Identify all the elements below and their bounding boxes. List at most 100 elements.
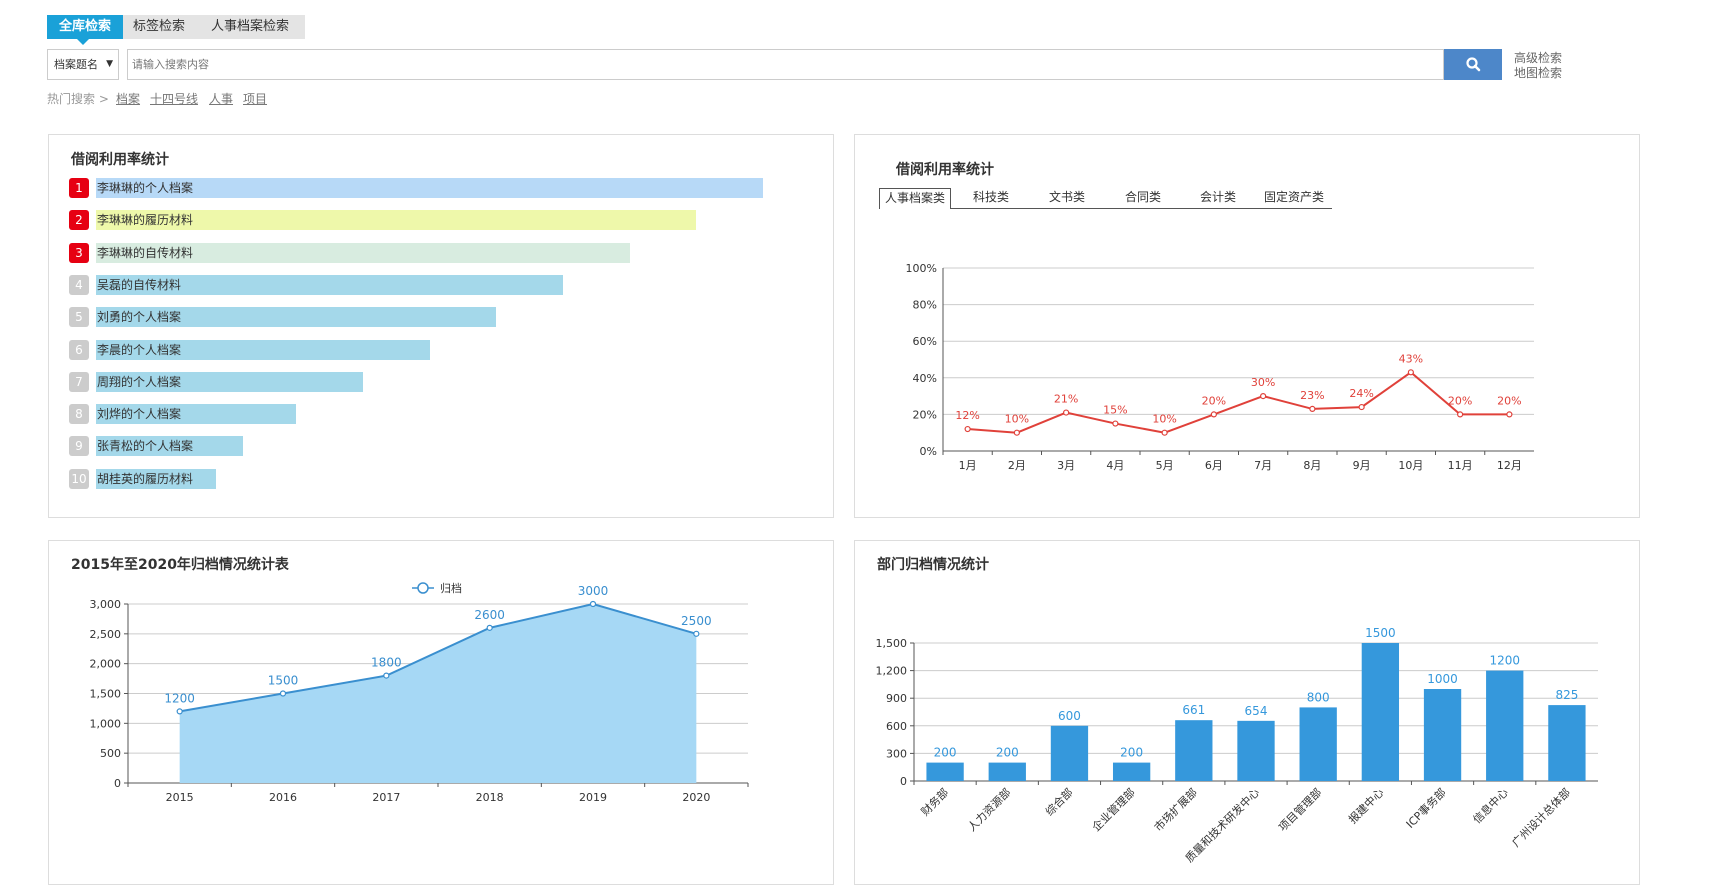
- data-label: 1800: [371, 656, 402, 670]
- category-tabs: [879, 188, 1332, 209]
- data-label: 12%: [955, 409, 979, 422]
- bar: [1486, 670, 1524, 781]
- rank-label[interactable]: 胡桂英的履历材料: [97, 471, 194, 486]
- rank-label[interactable]: 李晨的个人档案: [97, 342, 182, 357]
- search-field-value: 档案题名: [54, 58, 98, 71]
- data-point: [1358, 403, 1365, 411]
- rank-bar: [96, 371, 363, 392]
- bar: [1548, 705, 1586, 781]
- hot-search-item[interactable]: 档案: [116, 92, 141, 106]
- data-label: 200: [934, 746, 957, 760]
- y-tick-label: 500: [100, 747, 121, 760]
- panel-title: 2015年至2020年归档情况统计表: [71, 557, 289, 573]
- x-tick-label: 财务部: [918, 785, 951, 818]
- data-label: 3000: [578, 584, 609, 598]
- hot-search-item[interactable]: 十四号线: [150, 92, 199, 106]
- tab-contract[interactable]: 合同类: [1125, 190, 1162, 204]
- rank-badge: 8: [69, 404, 89, 425]
- rank-label[interactable]: 李琳琳的个人档案: [97, 181, 194, 195]
- x-tick-label: 4月: [1106, 459, 1124, 472]
- bar: [1423, 689, 1462, 781]
- ranking-panel: 借阅利用率统计 1 李琳琳的个人档案 2 李琳琳的履历材料 3 李琳琳的自传材料 4 吴磊的自…: [48, 134, 834, 518]
- data-point: [1112, 420, 1119, 427]
- hot-search-item[interactable]: 人事: [209, 92, 234, 106]
- x-tick-label: 7月: [1254, 459, 1272, 472]
- x-tick-label: 市场扩展部: [1151, 785, 1200, 834]
- data-point: [1457, 411, 1464, 418]
- bar: [1112, 762, 1151, 781]
- tab-tech[interactable]: 科技类: [973, 190, 1010, 204]
- tab-hr-search[interactable]: 人事档案检索: [211, 19, 290, 34]
- rank-badge: 9: [69, 436, 89, 457]
- rank-label[interactable]: 李琳琳的自传材料: [97, 245, 194, 260]
- y-tick-label: 1,500: [876, 637, 908, 650]
- hot-search-item[interactable]: 项目: [243, 92, 268, 106]
- x-tick-label: 报建中心: [1345, 785, 1386, 826]
- y-tick-label: 0%: [920, 445, 937, 458]
- data-label: 1200: [164, 691, 195, 705]
- y-tick-label: 60%: [913, 335, 937, 348]
- rank-label[interactable]: 周翔的个人档案: [97, 374, 182, 389]
- bar: [1361, 643, 1400, 781]
- search-field-select[interactable]: 档案题名 ▼: [47, 49, 119, 80]
- data-label: 600: [1058, 709, 1081, 723]
- data-label: 24%: [1349, 387, 1373, 400]
- rank-label[interactable]: 吴磊的自传材料: [97, 277, 182, 292]
- rank-bar: [96, 436, 243, 457]
- rank-label[interactable]: 刘勇的个人档案: [97, 310, 182, 325]
- y-tick-label: 2,500: [90, 628, 122, 641]
- tab-accounting[interactable]: 会计类: [1200, 190, 1237, 204]
- hot-search-label: 热门搜索 >: [47, 92, 109, 106]
- data-label: 825: [1555, 688, 1578, 702]
- y-tick-label: 20%: [913, 408, 937, 421]
- tab-document[interactable]: 文书类: [1049, 190, 1086, 204]
- rank-badge: 5: [69, 307, 89, 328]
- rank-badge: 2: [69, 210, 89, 231]
- tab-hr-archive[interactable]: 人事档案类: [879, 188, 952, 209]
- usage-line-chart: 0% 20% 40% 60% 80% 100% 1月 2月 3月 4月 5月 6月 7月 8月 9月 10月 1…: [906, 262, 1534, 472]
- x-tick-label: 项目管理部: [1276, 785, 1325, 834]
- rank-badge: 4: [69, 274, 89, 295]
- rank-label[interactable]: 张青松的个人档案: [97, 439, 194, 454]
- data-label: 10%: [1005, 413, 1029, 426]
- data-point: [1161, 429, 1168, 436]
- data-label: 2600: [474, 608, 505, 622]
- y-tick-label: 900: [886, 692, 907, 705]
- x-tick-label: 12月: [1497, 459, 1522, 472]
- rank-badge: 6: [69, 339, 89, 360]
- rank-badge: 3: [69, 242, 89, 263]
- advanced-search-link[interactable]: 高级检索: [1514, 51, 1563, 65]
- data-point: [176, 708, 183, 715]
- rank-bar: [96, 339, 430, 360]
- search-input[interactable]: [127, 49, 1444, 80]
- panel-title: 部门归档情况统计: [877, 557, 989, 573]
- data-label: 1500: [268, 674, 299, 688]
- rank-label[interactable]: 刘烨的个人档案: [97, 407, 182, 422]
- data-point: [1407, 369, 1414, 376]
- data-label: 20%: [1448, 394, 1472, 407]
- data-label: 654: [1245, 704, 1268, 718]
- x-tick-label: ICP事务部: [1403, 785, 1449, 831]
- data-point: [279, 690, 287, 697]
- y-tick-label: 1,500: [90, 688, 122, 701]
- map-search-link[interactable]: 地图检索: [1514, 66, 1563, 80]
- data-point: [1506, 411, 1513, 418]
- tab-tag-search[interactable]: 标签检索: [133, 19, 186, 34]
- search-button[interactable]: [1444, 49, 1502, 80]
- tab-full-search[interactable]: 全库检索: [47, 15, 123, 45]
- x-tick-label: 2018: [476, 791, 504, 804]
- x-tick-label: 广州设计总体部: [1509, 785, 1573, 849]
- rank-bar: [96, 404, 297, 425]
- data-point: [1063, 409, 1070, 416]
- y-tick-label: 3,000: [90, 598, 122, 611]
- rank-label[interactable]: 李琳琳的履历材料: [97, 213, 194, 228]
- panel-title: 借阅利用率统计: [896, 162, 994, 178]
- data-label: 20%: [1202, 394, 1226, 407]
- legend-marker: [417, 582, 429, 594]
- y-tick-label: 80%: [913, 299, 937, 312]
- dept-bar-chart: 0 300 600 900 1,200 1,500 200 财务部 200 人力资源部 600 综合部…: [876, 626, 1598, 865]
- data-label: 1000: [1427, 672, 1458, 686]
- tab-fixed-assets[interactable]: 固定资产类: [1264, 190, 1325, 204]
- bar: [926, 762, 964, 781]
- series-line: [967, 371, 1510, 434]
